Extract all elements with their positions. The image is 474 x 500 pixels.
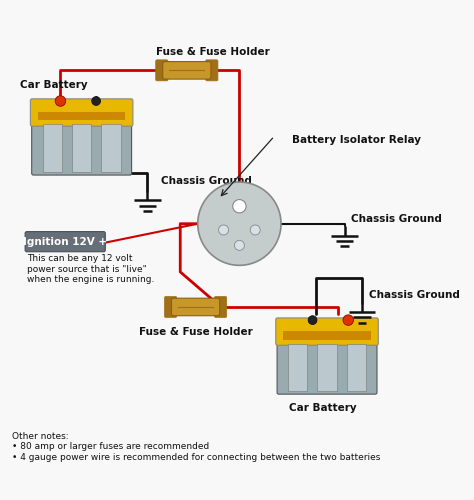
- Text: This can be any 12 volt
power source that is "live"
when the engine is running.: This can be any 12 volt power source tha…: [27, 254, 154, 284]
- Text: Chassis Ground: Chassis Ground: [161, 176, 251, 186]
- Circle shape: [55, 96, 66, 106]
- Text: Fuse & Fuse Holder: Fuse & Fuse Holder: [156, 47, 270, 57]
- FancyBboxPatch shape: [172, 298, 219, 316]
- Bar: [72, 124, 91, 172]
- Circle shape: [235, 240, 245, 250]
- Text: Ignition 12V +: Ignition 12V +: [23, 236, 107, 246]
- Circle shape: [198, 182, 281, 266]
- Bar: [43, 124, 62, 172]
- Bar: [346, 344, 366, 390]
- FancyBboxPatch shape: [276, 318, 378, 345]
- Text: Chassis Ground: Chassis Ground: [369, 290, 459, 300]
- Text: Battery Isolator Relay: Battery Isolator Relay: [292, 136, 421, 145]
- Circle shape: [92, 96, 100, 106]
- FancyBboxPatch shape: [163, 62, 211, 79]
- Circle shape: [250, 225, 260, 235]
- Circle shape: [308, 316, 317, 324]
- FancyBboxPatch shape: [206, 60, 218, 81]
- Bar: [283, 331, 371, 340]
- Bar: [101, 124, 121, 172]
- Text: Chassis Ground: Chassis Ground: [351, 214, 442, 224]
- FancyBboxPatch shape: [164, 296, 177, 318]
- FancyBboxPatch shape: [32, 121, 132, 175]
- Text: Fuse & Fuse Holder: Fuse & Fuse Holder: [139, 326, 253, 336]
- Text: Car Battery: Car Battery: [20, 80, 88, 90]
- Bar: [38, 112, 126, 120]
- Circle shape: [233, 200, 246, 213]
- FancyBboxPatch shape: [155, 60, 168, 81]
- Circle shape: [343, 315, 354, 326]
- Bar: [288, 344, 307, 390]
- Circle shape: [219, 225, 228, 235]
- FancyBboxPatch shape: [277, 340, 377, 394]
- Text: Car Battery: Car Battery: [289, 404, 356, 413]
- FancyBboxPatch shape: [25, 232, 105, 252]
- Text: Other notes:
• 80 amp or larger fuses are recommended
• 4 gauge power wire is re: Other notes: • 80 amp or larger fuses ar…: [11, 432, 380, 462]
- FancyBboxPatch shape: [30, 99, 133, 126]
- Bar: [317, 344, 337, 390]
- FancyBboxPatch shape: [214, 296, 227, 318]
